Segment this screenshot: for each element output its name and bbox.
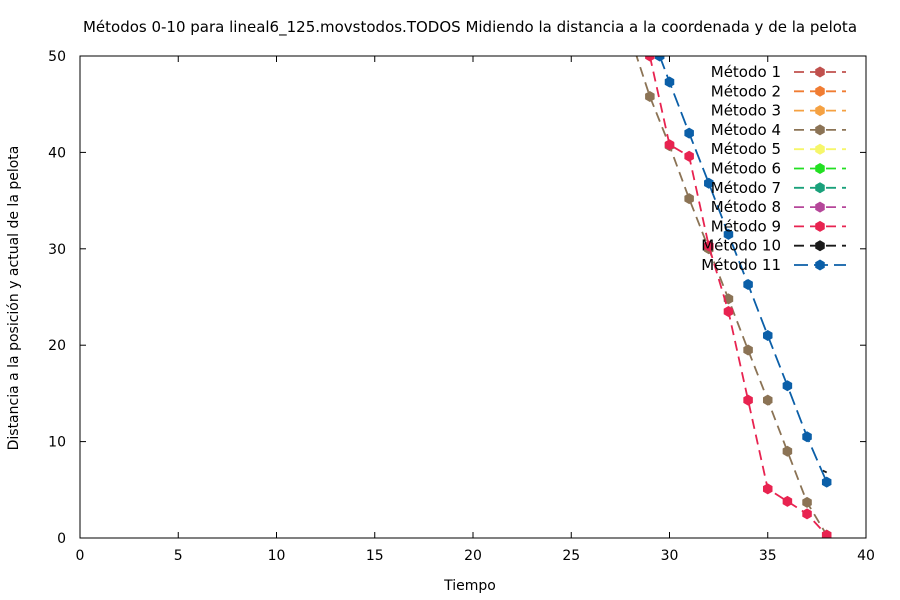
- series-11: [654, 56, 832, 488]
- series-line: [822, 469, 828, 474]
- legend-marker: [815, 66, 825, 78]
- legend-item: Método 5: [711, 140, 846, 158]
- y-tick-label: 20: [48, 338, 66, 354]
- legend-item: Método 6: [711, 160, 846, 178]
- data-point: [782, 380, 793, 392]
- data-point: [821, 476, 832, 488]
- legend-label: Método 10: [701, 237, 781, 255]
- series-line: [658, 56, 828, 483]
- legend-label: Método 6: [711, 160, 781, 178]
- data-point: [821, 529, 832, 538]
- data-point: [762, 394, 773, 406]
- y-tick-label: 50: [48, 49, 66, 65]
- data-point: [704, 240, 714, 252]
- data-point: [704, 177, 714, 189]
- data-point: [684, 150, 694, 162]
- legend-marker: [815, 105, 825, 117]
- data-point: [684, 193, 694, 205]
- data-point: [802, 431, 812, 443]
- legend-label: Método 3: [711, 102, 781, 120]
- legend-marker: [815, 220, 825, 232]
- x-tick-label: 35: [759, 548, 777, 564]
- y-tick-label: 30: [48, 242, 66, 258]
- series-line: [648, 56, 828, 536]
- x-tick-label: 0: [76, 548, 85, 564]
- data-point: [782, 445, 793, 457]
- legend-label: Método 5: [711, 140, 781, 158]
- legend-marker: [815, 182, 825, 194]
- legend-item: Método 10: [701, 237, 846, 255]
- legend-item: Método 1: [711, 63, 846, 81]
- axis-ticks: 0 5 10 15 20 25 30 35 40 0 10 20 30 40 50: [48, 49, 875, 564]
- x-tick-label: 25: [562, 548, 580, 564]
- legend-marker: [815, 201, 825, 213]
- legend-label: Método 4: [711, 121, 781, 139]
- legend-label: Método 8: [711, 198, 781, 216]
- legend-label: Método 11: [701, 256, 781, 274]
- data-point: [762, 330, 773, 342]
- data-point: [645, 56, 655, 62]
- y-tick-label: 10: [48, 435, 66, 451]
- data-point: [743, 394, 753, 406]
- legend-label: Método 7: [711, 179, 781, 197]
- legend-marker: [815, 143, 825, 155]
- legend-label: Método 9: [711, 217, 781, 235]
- legend-item: Método 3: [711, 102, 846, 120]
- x-tick-label: 5: [174, 548, 183, 564]
- y-axis-label: Distancia a la posición y actual de la p…: [6, 146, 22, 451]
- legend-item: Método 9: [711, 217, 846, 235]
- legend-item: Método 4: [711, 121, 846, 139]
- data-point: [802, 508, 812, 520]
- x-tick-label: 15: [366, 548, 384, 564]
- data-point: [743, 278, 753, 290]
- legend-marker: [815, 163, 825, 174]
- y-tick-label: 0: [57, 531, 66, 547]
- legend-item: Método 7: [711, 179, 846, 197]
- series-10: [822, 469, 828, 474]
- legend-label: Método 2: [711, 82, 781, 100]
- x-tick-label: 40: [857, 548, 875, 564]
- series-4: [635, 56, 832, 538]
- y-tick-label: 40: [48, 145, 66, 161]
- data-point: [645, 90, 655, 102]
- legend-item: Método 11: [701, 256, 846, 274]
- legend-marker: [815, 85, 825, 97]
- data-point: [802, 496, 812, 508]
- chart-title: Métodos 0-10 para lineal6_125.movstodos.…: [83, 18, 857, 37]
- data-point: [782, 495, 793, 507]
- x-axis-label: Tiempo: [443, 578, 496, 594]
- series-9: [645, 56, 832, 538]
- x-tick-label: 20: [464, 548, 482, 564]
- legend-item: Método 8: [711, 198, 846, 216]
- data-point: [723, 228, 734, 240]
- data-point: [743, 344, 753, 356]
- data-point: [762, 483, 773, 495]
- legend-item: Método 2: [711, 82, 846, 100]
- legend-marker: [815, 240, 825, 252]
- data-point: [684, 127, 694, 139]
- data-point: [664, 139, 675, 151]
- plot-area: [635, 56, 832, 538]
- legend-label: Método 1: [711, 63, 781, 81]
- legend-marker: [815, 124, 825, 136]
- data-point: [654, 56, 665, 62]
- data-point: [664, 76, 675, 88]
- legend-marker: [815, 259, 825, 271]
- x-tick-label: 10: [268, 548, 286, 564]
- data-point: [723, 305, 734, 317]
- x-tick-label: 30: [661, 548, 679, 564]
